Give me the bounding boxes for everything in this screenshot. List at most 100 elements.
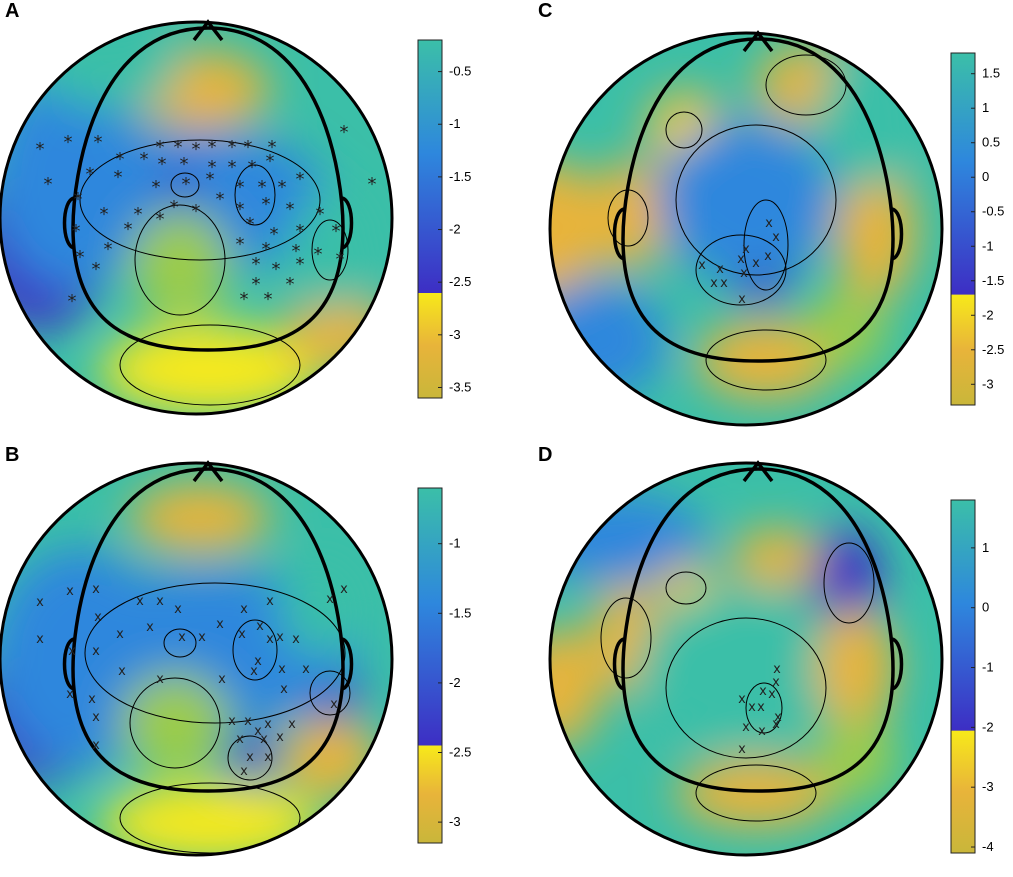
colorbar-tick-label: -3 — [982, 779, 994, 794]
electrode-marker: * — [258, 177, 267, 198]
electrode-marker: * — [68, 291, 77, 312]
electrode-marker: * — [206, 169, 215, 190]
electrode-marker: x — [772, 717, 780, 732]
electrode-marker: x — [250, 664, 258, 679]
electrode-marker: * — [44, 174, 53, 195]
topomap-a: * * * * * * * * * *** * * * * * * ** * * * * * * * * * *** * * ** * * * *… — [0, 19, 471, 416]
potential-region — [731, 528, 821, 588]
contour-line — [695, 764, 817, 822]
potential-region — [816, 608, 896, 728]
contour-line — [170, 172, 200, 198]
nose-outline — [192, 460, 224, 483]
left-ear-outline — [612, 207, 626, 261]
electrode-marker: * — [264, 289, 273, 310]
electrode-marker: x — [774, 710, 782, 725]
electrode-marker: x — [742, 242, 750, 257]
electrode-marker: * — [76, 247, 85, 268]
potential-region — [162, 171, 198, 199]
electrode-marker: * — [368, 174, 377, 195]
electrode-marker: * — [286, 274, 295, 295]
electrode-marker: x — [738, 292, 746, 307]
head-outline — [71, 467, 345, 793]
potential-region — [280, 300, 392, 370]
electrode-marker: x — [88, 692, 96, 707]
contour-line — [743, 199, 789, 291]
electrode-marker: x — [772, 675, 780, 690]
electrode-marker: x — [236, 732, 244, 747]
electrode-marker: x — [748, 700, 756, 715]
electrode-marker: * — [278, 177, 287, 198]
electrode-marker: x — [765, 216, 773, 231]
electrode-marker: x — [240, 602, 248, 617]
electrode-marker: x — [218, 672, 226, 687]
panel-d: D x x x x x x x x x x x x 1 0 -1 -2 -3 -4 — [506, 438, 1013, 877]
contour-line — [311, 219, 349, 281]
electrode-marker: x — [742, 720, 750, 735]
electrode-marker: * — [340, 122, 349, 143]
contour-line — [675, 124, 837, 276]
potential-region — [100, 783, 320, 855]
nose-outline — [742, 30, 774, 53]
head-outline — [621, 37, 895, 363]
electrode-marker: * — [72, 221, 81, 242]
electrode-marker: x — [228, 714, 236, 729]
right-ear-outline — [340, 637, 354, 691]
contour-line — [665, 617, 827, 759]
left-ear-outline — [612, 637, 626, 691]
potential-region — [130, 210, 230, 320]
potential-region — [70, 130, 330, 270]
colorbar — [417, 487, 443, 844]
electrode-marker: x — [216, 617, 224, 632]
topomap-surface — [550, 33, 942, 425]
electrode-marker: x — [68, 644, 76, 659]
contour-line — [84, 582, 346, 724]
electrode-marker: * — [100, 204, 109, 225]
electrode-marker: * — [314, 244, 323, 265]
contour-line — [745, 682, 783, 734]
electrode-marker: * — [152, 177, 161, 198]
potential-region — [656, 120, 836, 280]
electrode-marker: x — [340, 582, 348, 597]
panel-letter: C — [538, 0, 553, 22]
electrode-marker: x — [266, 632, 274, 647]
electrode-marker: x — [288, 717, 296, 732]
left-ear-outline — [62, 196, 76, 250]
electrode-marker: * — [286, 199, 295, 220]
electrode-marker: x — [264, 750, 272, 765]
colorbar-tick-label: 0.5 — [982, 135, 1000, 150]
colorbar-tick-label: -4 — [982, 839, 994, 854]
electrode-marker: * — [266, 151, 275, 172]
panel-letter: A — [5, 0, 20, 22]
potential-region — [674, 578, 702, 598]
electrode-marker: x — [330, 697, 338, 712]
electrode-marker: x — [174, 602, 182, 617]
contour-line — [234, 164, 276, 226]
electrode-marker: * — [114, 167, 123, 188]
electrode-marker: * — [36, 139, 45, 160]
head-outline — [621, 467, 895, 793]
electrode-marker: x — [36, 595, 44, 610]
electrode-marker: x — [758, 724, 766, 739]
electrode-marker: x — [260, 732, 268, 747]
potential-region — [816, 50, 916, 190]
electrode-marker: x — [759, 684, 767, 699]
electrode-marker: * — [170, 197, 179, 218]
right-ear-outline — [340, 196, 354, 250]
electrode-marker: x — [772, 230, 780, 245]
potential-region — [676, 758, 836, 828]
electrode-marker: x — [156, 672, 164, 687]
colorbar-tick-label: 1 — [982, 100, 989, 115]
left-ear-outline — [62, 637, 76, 691]
potential-region — [550, 160, 606, 300]
electrode-marker: * — [236, 234, 245, 255]
electrode-marker: * — [262, 239, 271, 260]
electrode-marker: x — [66, 687, 74, 702]
electrode-marker: x — [326, 592, 334, 607]
colorbar-tick-label: -0.5 — [982, 204, 1004, 219]
scalp-outline — [0, 20, 394, 416]
electrode-marker: * — [316, 204, 325, 225]
electrode-marker: x — [738, 742, 746, 757]
colorbar-tick-label: 1 — [982, 540, 989, 555]
electrode-marker: x — [302, 662, 310, 677]
